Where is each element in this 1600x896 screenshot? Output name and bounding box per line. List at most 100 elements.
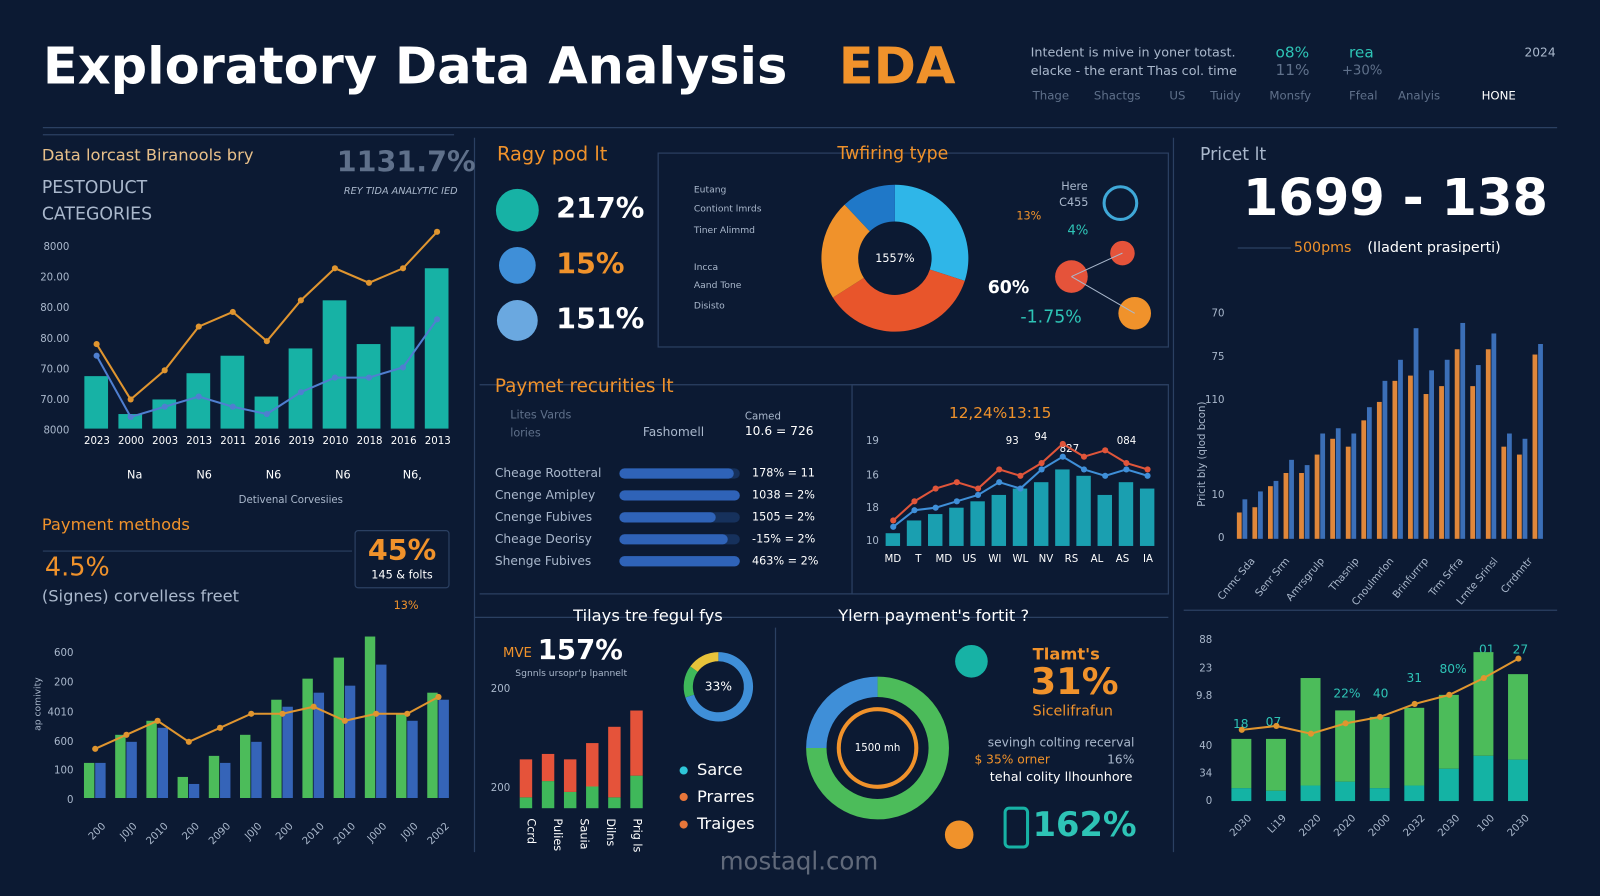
label: Pricit bly (qlod bcon) bbox=[1197, 402, 1208, 507]
bar bbox=[1351, 433, 1357, 539]
bar bbox=[95, 762, 106, 798]
label: o8% bbox=[1276, 44, 1310, 62]
bar bbox=[1267, 486, 1273, 539]
label: $ 35% orner bbox=[974, 753, 1050, 767]
bar bbox=[1265, 790, 1286, 802]
nav-item: HONE bbox=[1482, 88, 1516, 102]
bar bbox=[970, 501, 985, 546]
label: (Iladent prasiperti) bbox=[1367, 240, 1500, 256]
line-point bbox=[1080, 466, 1088, 473]
label: 827 bbox=[1060, 444, 1079, 455]
ring-inner bbox=[836, 707, 919, 789]
label: 200 bbox=[54, 678, 73, 689]
bar bbox=[1252, 507, 1258, 539]
bar bbox=[333, 657, 345, 798]
label: Ragy pod lt bbox=[497, 143, 608, 166]
bar bbox=[1508, 674, 1528, 760]
line-point bbox=[331, 374, 338, 381]
bar bbox=[1033, 482, 1049, 546]
page-title-accent: EDA bbox=[839, 37, 956, 96]
label: 10 bbox=[866, 536, 879, 547]
legend-label: Eutang bbox=[694, 184, 726, 195]
line-point bbox=[404, 710, 411, 717]
legend-label: Aand Tone bbox=[694, 280, 742, 291]
line-point bbox=[1102, 472, 1109, 479]
label: 1131.7% bbox=[337, 144, 476, 178]
bar bbox=[1429, 370, 1434, 539]
bar bbox=[1012, 488, 1028, 546]
bar bbox=[322, 300, 347, 429]
label: Tilays tre fegul fys bbox=[572, 606, 723, 625]
label: 80.00 bbox=[40, 334, 69, 345]
label: AL bbox=[1091, 554, 1104, 565]
bar bbox=[1320, 433, 1326, 539]
line-point bbox=[92, 745, 99, 752]
bar bbox=[396, 713, 407, 798]
line-point bbox=[229, 403, 236, 410]
bar bbox=[288, 348, 313, 429]
line-point bbox=[1411, 700, 1418, 707]
bar bbox=[271, 699, 282, 798]
label: 2011 bbox=[220, 436, 246, 447]
label: ap comivity bbox=[32, 677, 43, 731]
label: 2003 bbox=[152, 436, 178, 447]
line-point bbox=[93, 341, 100, 348]
bar bbox=[1236, 512, 1242, 539]
line-point bbox=[373, 710, 380, 717]
label: 200 bbox=[491, 684, 510, 695]
line-point bbox=[263, 338, 270, 345]
label: RS bbox=[1065, 554, 1079, 565]
nav-item: Analyis bbox=[1398, 88, 1440, 102]
label: 80.00 bbox=[40, 303, 69, 314]
label: 2010 bbox=[323, 436, 349, 447]
label: T bbox=[914, 554, 922, 565]
label: 4010 bbox=[48, 707, 74, 718]
label: 70.00 bbox=[40, 395, 69, 406]
label: 2016 bbox=[391, 436, 417, 447]
stat-value: 15% bbox=[556, 246, 624, 280]
line-point bbox=[974, 485, 982, 492]
label: Sicelifrafun bbox=[1033, 703, 1113, 719]
bar bbox=[1231, 788, 1252, 802]
bar bbox=[1369, 716, 1390, 789]
bar bbox=[344, 685, 356, 798]
nav-item: Shactgs bbox=[1094, 88, 1141, 102]
label: 10.6 = 726 bbox=[745, 424, 814, 438]
label: IA bbox=[1143, 554, 1153, 565]
bar bbox=[1398, 359, 1403, 539]
label: 1557% bbox=[875, 252, 915, 265]
label: 1500 mh bbox=[855, 743, 901, 754]
bar bbox=[608, 726, 621, 798]
bar bbox=[1439, 386, 1444, 539]
line-point bbox=[399, 364, 407, 371]
label: 16 bbox=[866, 471, 879, 482]
bar bbox=[1392, 380, 1398, 539]
label: 40 bbox=[1373, 686, 1389, 700]
label: Ylern payment's fortit ? bbox=[837, 606, 1029, 625]
nav-item: Ffeal bbox=[1349, 88, 1378, 102]
bar bbox=[630, 775, 643, 809]
donut-slice bbox=[832, 269, 965, 332]
line-point bbox=[365, 374, 373, 381]
label: MD bbox=[936, 554, 953, 565]
label: 600 bbox=[54, 648, 73, 659]
label: 084 bbox=[1117, 436, 1136, 447]
bar bbox=[438, 699, 449, 798]
label: 10 bbox=[1212, 490, 1225, 501]
bar bbox=[1335, 781, 1356, 802]
bar bbox=[1454, 349, 1460, 539]
bar bbox=[1507, 433, 1512, 539]
label: N6 bbox=[266, 469, 282, 482]
line-point bbox=[1038, 459, 1045, 467]
label: REY TIDA ANALYTIC IED bbox=[344, 186, 458, 197]
label: PESTODUCT bbox=[42, 178, 148, 198]
line-point bbox=[974, 491, 982, 498]
bar bbox=[1516, 454, 1522, 539]
label: 11% bbox=[1276, 61, 1310, 79]
bar bbox=[1366, 407, 1372, 539]
label: tehal colity llhounhore bbox=[990, 770, 1133, 785]
bar bbox=[1491, 333, 1497, 539]
line-point bbox=[953, 498, 960, 505]
line-point bbox=[1144, 472, 1151, 479]
bar bbox=[1300, 785, 1321, 802]
